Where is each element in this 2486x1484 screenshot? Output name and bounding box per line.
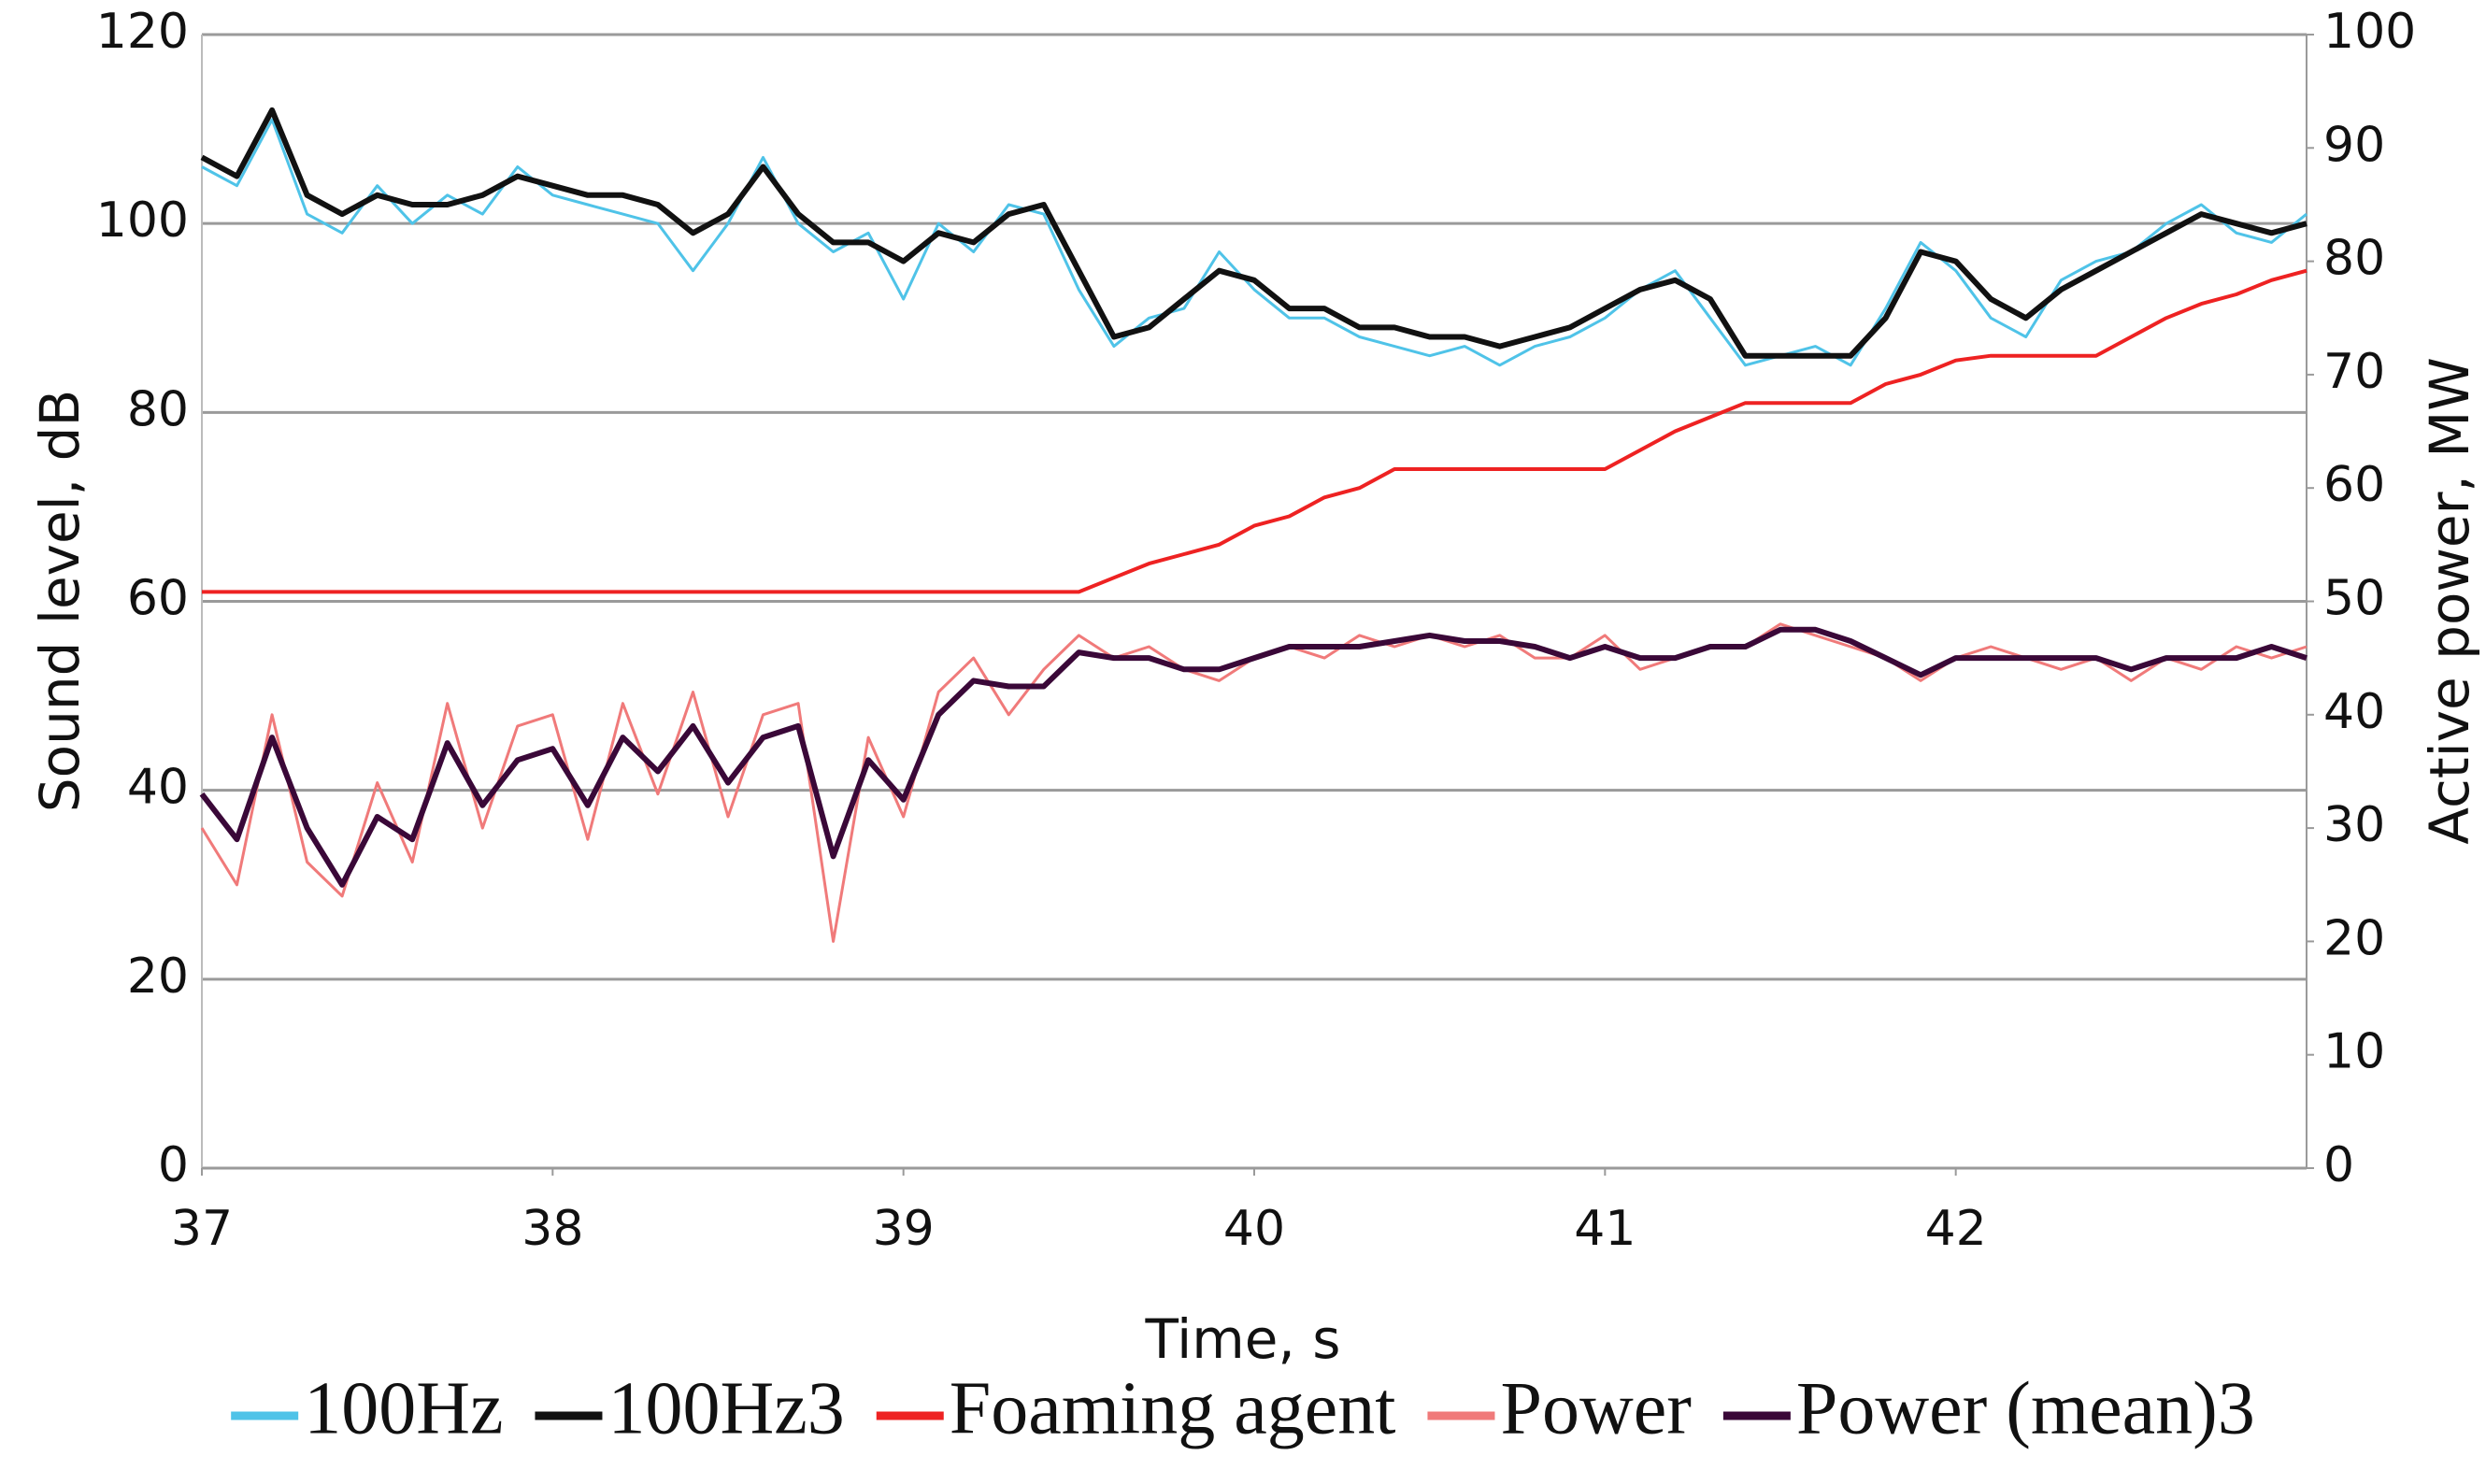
- legend-label: Foaming agent: [950, 1367, 1396, 1449]
- y2-tick-label: 20: [2323, 910, 2385, 966]
- y-tick-label: 20: [127, 949, 189, 1005]
- data-line: [202, 268, 2307, 594]
- x-tick-label: 37: [171, 1201, 233, 1257]
- x-tick-label: 42: [1925, 1201, 1987, 1257]
- y2-tick-label: 40: [2323, 684, 2385, 740]
- x-axis-title: Time, s: [1144, 1307, 1340, 1371]
- y2-tick-label: 30: [2323, 797, 2385, 853]
- y-tick-label: 100: [96, 193, 189, 249]
- legend: 100Hz 100Hz3 Foaming agent Power Power (mean…: [231, 1367, 2255, 1449]
- legend-label: Power: [1500, 1367, 1691, 1449]
- y2-tick-label: 70: [2323, 344, 2385, 400]
- data-line: [200, 107, 2307, 359]
- y2-tick-label: 90: [2323, 117, 2385, 173]
- x-tick-label: 41: [1574, 1201, 1636, 1257]
- y2-tick-label: 0: [2323, 1137, 2354, 1193]
- y2-tick-label: 100: [2323, 4, 2416, 60]
- x-tick-label: 40: [1223, 1201, 1285, 1257]
- y2-axis-title: Active power, MW: [2418, 357, 2481, 844]
- legend-label: 100Hz3: [607, 1367, 844, 1449]
- data-line: [199, 626, 2307, 888]
- legend-label: Power (mean)3: [1796, 1367, 2255, 1449]
- y-tick-label: 80: [127, 381, 189, 437]
- y-tick-label: 40: [127, 760, 189, 816]
- y2-tick-label: 80: [2323, 231, 2385, 287]
- y2-tick-label: 60: [2323, 457, 2385, 513]
- y-tick-label: 60: [127, 571, 189, 627]
- x-tick-label: 38: [521, 1201, 583, 1257]
- y2-tick-label: 50: [2323, 571, 2385, 627]
- data-line: [201, 118, 2307, 367]
- y-tick-label: 120: [96, 4, 189, 60]
- y-axis-title: Sound level, dB: [28, 390, 92, 812]
- y2-tick-label: 10: [2323, 1024, 2385, 1080]
- x-tick-label: 39: [873, 1201, 935, 1257]
- legend-label: 100Hz: [304, 1367, 503, 1449]
- y-tick-label: 0: [158, 1137, 189, 1193]
